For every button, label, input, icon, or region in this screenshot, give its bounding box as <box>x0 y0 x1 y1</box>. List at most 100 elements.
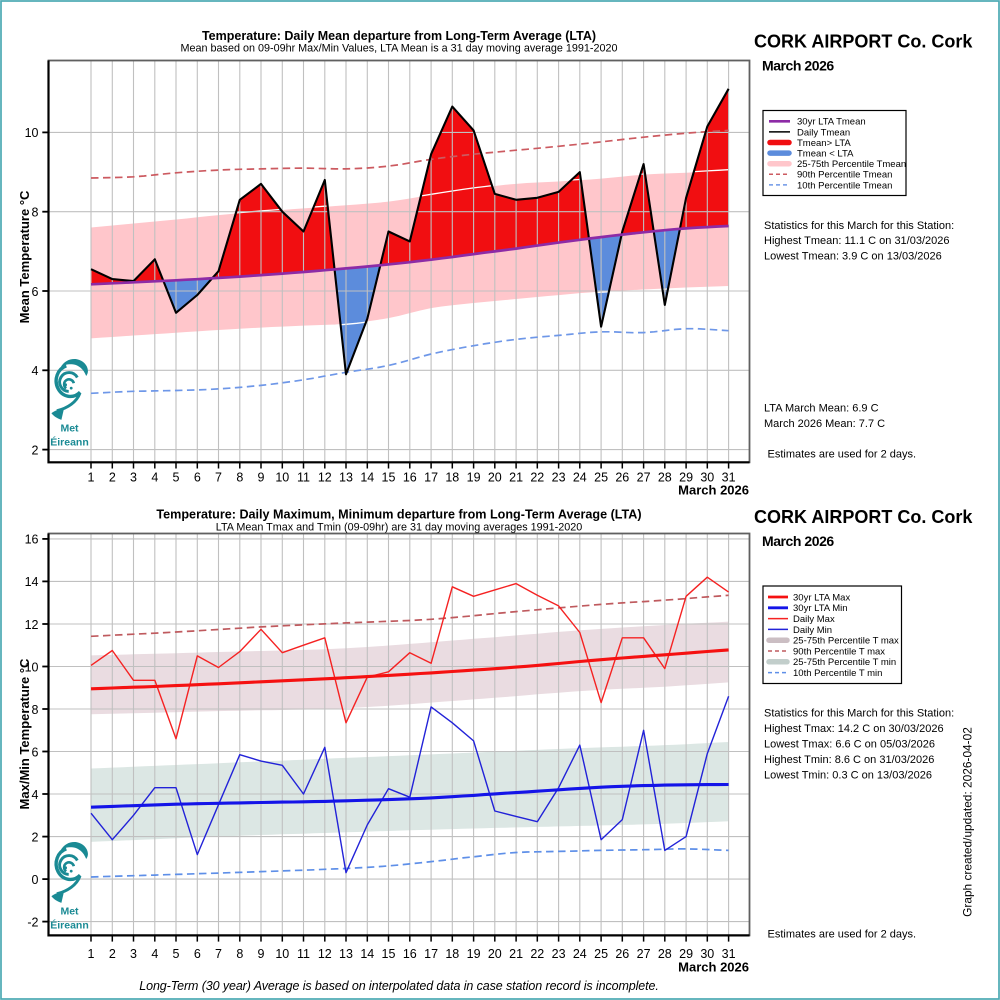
svg-text:20: 20 <box>488 947 502 961</box>
svg-text:23: 23 <box>552 471 566 485</box>
svg-text:31: 31 <box>722 947 736 961</box>
svg-text:4: 4 <box>32 788 39 802</box>
svg-text:15: 15 <box>382 947 396 961</box>
svg-text:5: 5 <box>173 471 180 485</box>
svg-text:Highest Tmin: 8.6 C on 31/03/2: Highest Tmin: 8.6 C on 31/03/2026 <box>764 754 934 766</box>
svg-text:6: 6 <box>32 285 39 299</box>
svg-text:25-75th Percentile T min: 25-75th Percentile T min <box>793 657 896 668</box>
svg-text:4: 4 <box>151 947 158 961</box>
svg-text:3: 3 <box>130 947 137 961</box>
svg-text:26: 26 <box>615 471 629 485</box>
svg-text:Tmean> LTA: Tmean> LTA <box>797 138 851 149</box>
svg-text:4: 4 <box>151 471 158 485</box>
svg-text:90th Percentile Tmean: 90th Percentile Tmean <box>797 170 892 181</box>
svg-text:0: 0 <box>32 873 39 887</box>
svg-text:18: 18 <box>445 471 459 485</box>
svg-text:-2: -2 <box>27 915 38 929</box>
svg-text:12: 12 <box>318 471 332 485</box>
svg-text:10: 10 <box>25 126 39 140</box>
svg-text:CORK AIRPORT Co. Cork: CORK AIRPORT Co. Cork <box>754 32 973 52</box>
svg-text:CORK AIRPORT Co. Cork: CORK AIRPORT Co. Cork <box>754 507 973 527</box>
svg-text:25: 25 <box>594 947 608 961</box>
svg-text:2: 2 <box>109 471 116 485</box>
svg-text:16: 16 <box>403 471 417 485</box>
svg-text:1: 1 <box>88 471 95 485</box>
svg-text:24: 24 <box>573 471 587 485</box>
svg-text:28: 28 <box>658 947 672 961</box>
svg-text:3: 3 <box>130 471 137 485</box>
svg-text:Temperature: Daily Maximum, Mi: Temperature: Daily Maximum, Minimum depa… <box>156 508 641 522</box>
svg-text:Graph created/updated: 2026-0: Graph created/updated: 2026-04-02 <box>961 727 975 917</box>
svg-text:27: 27 <box>637 471 651 485</box>
svg-text:Tmean < LTA: Tmean < LTA <box>797 149 854 160</box>
svg-text:Met: Met <box>60 906 79 918</box>
svg-text:25: 25 <box>594 471 608 485</box>
svg-text:1: 1 <box>88 947 95 961</box>
svg-text:Highest Tmax: 14.2 C on 30/03/: Highest Tmax: 14.2 C on 30/03/2026 <box>764 723 944 735</box>
svg-text:14: 14 <box>360 471 374 485</box>
svg-text:Éireann: Éireann <box>50 436 89 449</box>
svg-text:21: 21 <box>509 947 523 961</box>
svg-text:29: 29 <box>679 947 693 961</box>
svg-text:9: 9 <box>258 471 265 485</box>
svg-text:23: 23 <box>552 947 566 961</box>
svg-text:11: 11 <box>297 947 310 961</box>
svg-text:13: 13 <box>339 471 353 485</box>
svg-text:Statistics for this March for: Statistics for this March for this Stati… <box>764 708 954 720</box>
svg-text:Temperature: Daily Mean depart: Temperature: Daily Mean departure from L… <box>202 29 596 43</box>
svg-text:LTA March Mean: 6.9 C: LTA March Mean: 6.9 C <box>764 403 879 415</box>
svg-text:March 2026: March 2026 <box>678 960 749 975</box>
svg-text:LTA Mean Tmax and Tmin (09-09h: LTA Mean Tmax and Tmin (09-09hr) are 31 … <box>216 522 583 534</box>
svg-text:Estimates are used for 2 days.: Estimates are used for 2 days. <box>768 929 917 941</box>
svg-text:Éireann: Éireann <box>50 919 89 932</box>
svg-text:27: 27 <box>637 947 651 961</box>
svg-text:16: 16 <box>25 533 39 547</box>
svg-text:March 2026 Mean: 7.7 C: March 2026 Mean: 7.7 C <box>764 418 885 430</box>
svg-text:7: 7 <box>215 947 222 961</box>
svg-text:30yr LTA Min: 30yr LTA Min <box>793 603 848 614</box>
svg-text:8: 8 <box>32 206 39 220</box>
svg-text:5: 5 <box>173 947 180 961</box>
svg-text:15: 15 <box>382 471 396 485</box>
svg-text:11: 11 <box>297 471 310 485</box>
svg-text:Statistics for this March for: Statistics for this March for this Stati… <box>764 220 954 232</box>
svg-text:8: 8 <box>32 703 39 717</box>
svg-text:30: 30 <box>700 471 714 485</box>
svg-text:18: 18 <box>445 947 459 961</box>
svg-text:12: 12 <box>318 947 332 961</box>
svg-text:Daily Min: Daily Min <box>793 625 832 636</box>
svg-text:19: 19 <box>467 947 481 961</box>
svg-text:10: 10 <box>25 660 39 674</box>
svg-text:Lowest Tmin: 0.3 C on 13/03/20: Lowest Tmin: 0.3 C on 13/03/2026 <box>764 770 932 782</box>
svg-text:Max/Min Temperature °C: Max/Min Temperature °C <box>17 658 32 809</box>
svg-text:10th Percentile T min: 10th Percentile T min <box>793 668 882 679</box>
svg-text:6: 6 <box>194 947 201 961</box>
svg-text:9: 9 <box>258 947 265 961</box>
svg-text:10th Percentile Tmean: 10th Percentile Tmean <box>797 180 892 191</box>
svg-text:30yr LTA Max: 30yr LTA Max <box>793 592 850 603</box>
svg-text:6: 6 <box>32 745 39 759</box>
svg-text:30: 30 <box>700 947 714 961</box>
svg-text:Daily Tmean: Daily Tmean <box>797 127 850 138</box>
svg-text:19: 19 <box>467 471 481 485</box>
svg-text:2: 2 <box>32 830 39 844</box>
svg-text:Mean based on 09-09hr Max/Min: Mean based on 09-09hr Max/Min Values, LT… <box>181 43 618 55</box>
svg-text:7: 7 <box>215 471 222 485</box>
svg-text:29: 29 <box>679 471 693 485</box>
svg-text:31: 31 <box>722 471 736 485</box>
svg-text:8: 8 <box>236 471 243 485</box>
svg-text:March 2026: March 2026 <box>678 483 749 498</box>
svg-text:10: 10 <box>275 947 289 961</box>
svg-text:Highest Tmean: 11.1 C on 31/03: Highest Tmean: 11.1 C on 31/03/2026 <box>764 235 950 247</box>
svg-text:16: 16 <box>403 947 417 961</box>
svg-text:March 2026: March 2026 <box>762 58 834 74</box>
svg-text:22: 22 <box>530 947 544 961</box>
svg-text:10: 10 <box>275 471 289 485</box>
svg-text:17: 17 <box>424 947 438 961</box>
svg-text:20: 20 <box>488 471 502 485</box>
svg-text:28: 28 <box>658 471 672 485</box>
svg-text:17: 17 <box>424 471 438 485</box>
svg-text:90th Percentile T max: 90th Percentile T max <box>793 646 885 657</box>
svg-text:Daily Max: Daily Max <box>793 614 835 625</box>
svg-text:12: 12 <box>25 618 39 632</box>
